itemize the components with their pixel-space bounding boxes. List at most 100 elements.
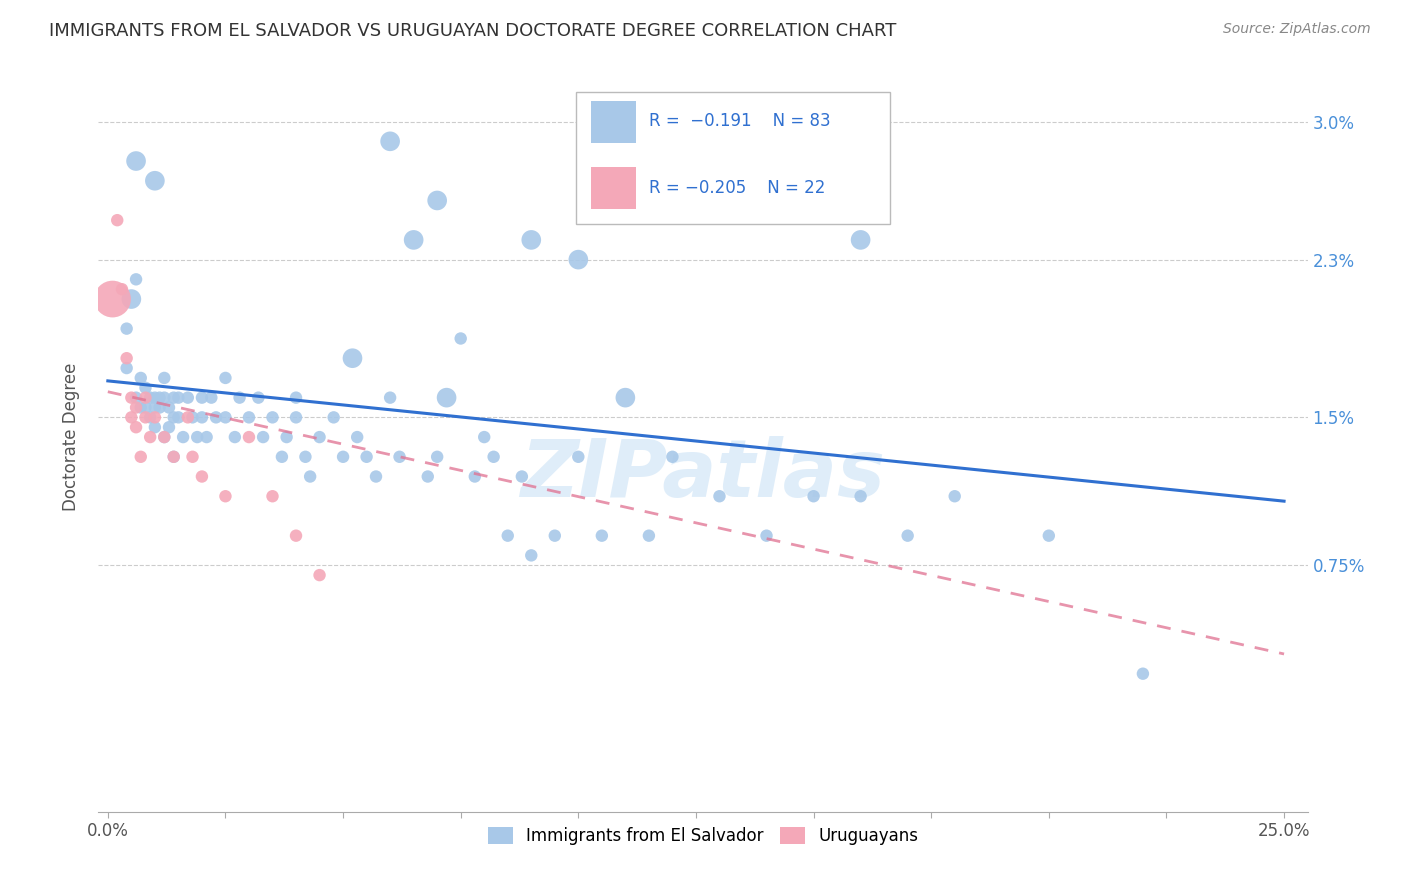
Point <box>143 174 166 188</box>
Point <box>294 450 316 464</box>
Point <box>614 391 637 405</box>
FancyBboxPatch shape <box>576 93 890 224</box>
Point <box>172 430 194 444</box>
Point <box>271 450 294 464</box>
Point <box>111 282 134 296</box>
Point <box>322 410 344 425</box>
Point <box>139 430 162 444</box>
Point <box>803 489 825 503</box>
Point <box>285 529 308 543</box>
Point <box>426 194 449 208</box>
Point <box>308 568 330 582</box>
Point <box>139 410 162 425</box>
Point <box>416 469 439 483</box>
Point <box>214 410 236 425</box>
Point <box>638 529 661 543</box>
Point <box>191 410 214 425</box>
Point <box>134 391 156 405</box>
Point <box>157 401 180 415</box>
Point <box>177 391 200 405</box>
Point <box>134 381 156 395</box>
Text: ZIPatlas: ZIPatlas <box>520 435 886 514</box>
Point <box>149 391 172 405</box>
Point <box>186 430 208 444</box>
Point <box>661 450 683 464</box>
Point <box>709 194 731 208</box>
Point <box>591 529 613 543</box>
Point <box>426 450 449 464</box>
Point <box>163 450 186 464</box>
Point <box>378 134 401 148</box>
Point <box>125 272 148 286</box>
Point <box>181 410 204 425</box>
Point <box>120 292 142 306</box>
Point <box>115 321 138 335</box>
Point <box>125 154 148 169</box>
Point <box>228 391 250 405</box>
Point <box>153 430 176 444</box>
Point <box>115 361 138 376</box>
Point <box>247 391 270 405</box>
Point <box>849 233 872 247</box>
Point <box>464 469 486 483</box>
Point <box>238 430 260 444</box>
Point <box>285 410 308 425</box>
Point <box>496 529 519 543</box>
Point <box>125 401 148 415</box>
Point <box>450 331 472 345</box>
Point <box>332 450 354 464</box>
Point <box>191 469 214 483</box>
Point <box>153 430 176 444</box>
Point <box>943 489 966 503</box>
Point <box>143 410 166 425</box>
Point <box>402 233 425 247</box>
Point <box>356 450 378 464</box>
Point <box>139 391 162 405</box>
Text: Source: ZipAtlas.com: Source: ZipAtlas.com <box>1223 22 1371 37</box>
Point <box>262 410 284 425</box>
Point <box>153 391 176 405</box>
Point <box>364 469 387 483</box>
Point <box>897 529 920 543</box>
Point <box>181 450 204 464</box>
Point <box>520 233 543 247</box>
Point <box>285 391 308 405</box>
Point <box>157 420 180 434</box>
Point <box>224 430 246 444</box>
Point <box>105 213 128 227</box>
Point <box>134 401 156 415</box>
Point <box>115 351 138 366</box>
Point <box>849 489 872 503</box>
Point <box>238 410 260 425</box>
Point <box>177 410 200 425</box>
Point <box>567 450 589 464</box>
Point <box>388 450 411 464</box>
FancyBboxPatch shape <box>591 102 637 143</box>
Point <box>205 410 228 425</box>
Point <box>134 410 156 425</box>
Point <box>120 410 142 425</box>
Point <box>149 401 172 415</box>
Point <box>200 391 222 405</box>
Point <box>1038 529 1060 543</box>
Point <box>214 489 236 503</box>
Point <box>163 450 186 464</box>
Point <box>472 430 495 444</box>
Point <box>195 430 218 444</box>
Point <box>709 489 731 503</box>
Point <box>299 469 322 483</box>
Point <box>276 430 298 444</box>
Point <box>167 410 190 425</box>
Text: R =  −0.191    N = 83: R = −0.191 N = 83 <box>648 112 830 130</box>
Point <box>143 391 166 405</box>
Point <box>143 401 166 415</box>
Point <box>308 430 330 444</box>
Point <box>520 549 543 563</box>
Point <box>153 371 176 385</box>
Point <box>567 252 589 267</box>
Point <box>129 401 152 415</box>
Point <box>755 529 778 543</box>
Point <box>342 351 364 366</box>
Point <box>378 391 401 405</box>
Point <box>1132 666 1154 681</box>
